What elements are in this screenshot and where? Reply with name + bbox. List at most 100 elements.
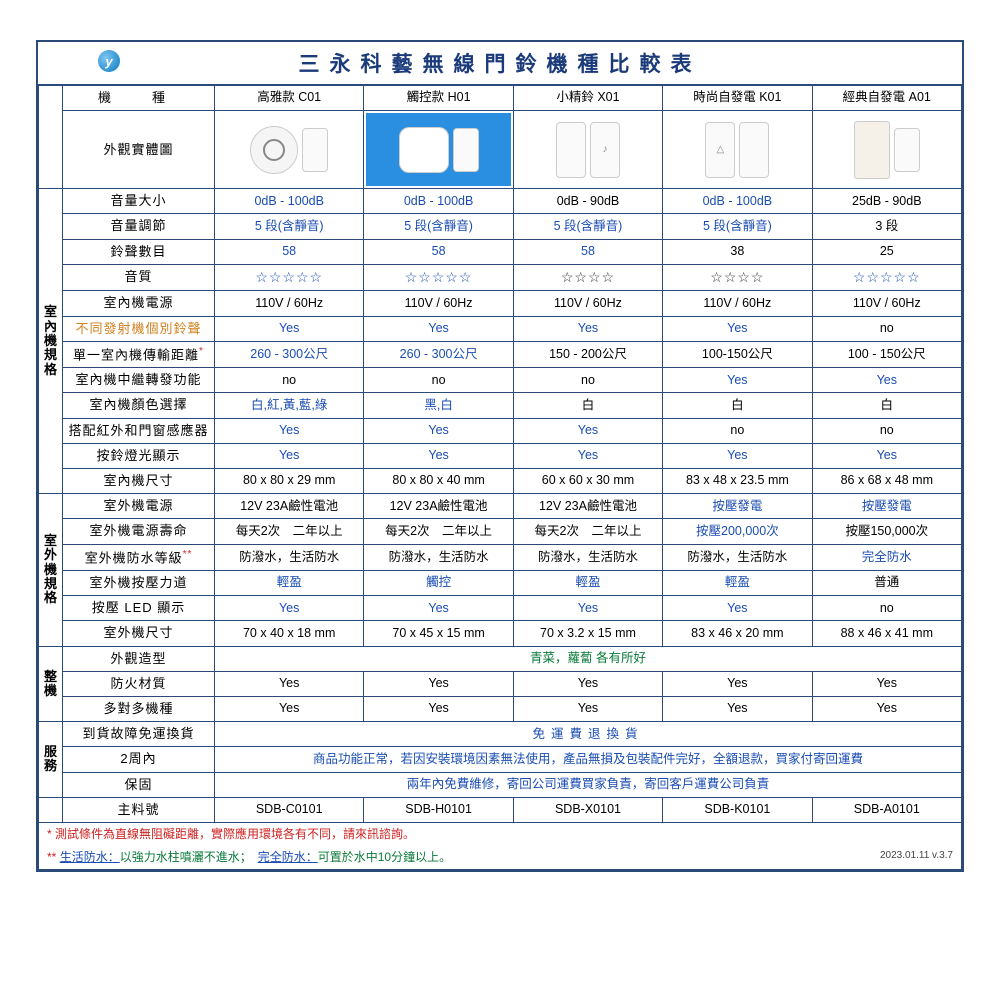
row-label: 搭配紅外和門窗感應器 bbox=[63, 418, 215, 443]
cell: 70 x 40 x 18 mm bbox=[215, 621, 364, 646]
cell: no bbox=[513, 368, 662, 393]
row-label: 主料號 bbox=[63, 797, 215, 822]
cell: 88 x 46 x 41 mm bbox=[812, 621, 961, 646]
brand-logo: y bbox=[98, 50, 120, 72]
sup-star: * bbox=[199, 346, 204, 357]
cell: 100 - 150公尺 bbox=[812, 341, 961, 368]
cell: 110V / 60Hz bbox=[663, 291, 812, 316]
row-label: 鈴聲數目 bbox=[63, 239, 215, 264]
row-label: 防火材質 bbox=[63, 671, 215, 696]
cell: 110V / 60Hz bbox=[812, 291, 961, 316]
cell: SDB-K0101 bbox=[663, 797, 812, 822]
cell: Yes bbox=[364, 596, 513, 621]
row-label: 室外機尺寸 bbox=[63, 621, 215, 646]
product-image-3: △ bbox=[663, 111, 812, 189]
cell: 25dB - 90dB bbox=[812, 189, 961, 214]
row-label: 音量調節 bbox=[63, 214, 215, 239]
cell: Yes bbox=[364, 418, 513, 443]
group-whole: 整機 bbox=[39, 646, 63, 722]
main-title: 三永科藝無線門鈴機種比較表 bbox=[299, 48, 702, 78]
cell: ☆☆☆☆☆ bbox=[364, 264, 513, 291]
label-text: 單一室內機傳輸距離 bbox=[73, 347, 199, 362]
cell: 普通 bbox=[812, 571, 961, 596]
row-label: 室內機顏色選擇 bbox=[63, 393, 215, 418]
product-name-2: 小精鈴 X01 bbox=[513, 86, 662, 111]
cell: Yes bbox=[663, 697, 812, 722]
cell: 白 bbox=[663, 393, 812, 418]
footnote-star: * bbox=[47, 827, 52, 841]
footnote-text: 測試條件為直線無阻礙距離，實際應用環境各有不同，請來訊諮詢。 bbox=[55, 827, 415, 841]
cell: 260 - 300公尺 bbox=[215, 341, 364, 368]
cell: 輕盈 bbox=[663, 571, 812, 596]
cell: Yes bbox=[364, 671, 513, 696]
row-label: 2周內 bbox=[63, 747, 215, 772]
cell: Yes bbox=[364, 316, 513, 341]
product-name-3: 時尚自發電 K01 bbox=[663, 86, 812, 111]
cell: 110V / 60Hz bbox=[364, 291, 513, 316]
cell: no bbox=[663, 418, 812, 443]
cell: 83 x 48 x 23.5 mm bbox=[663, 468, 812, 493]
group-indoor: 室內機規格 bbox=[39, 189, 63, 494]
cell: Yes bbox=[513, 697, 662, 722]
cell: Yes bbox=[215, 697, 364, 722]
cell: 25 bbox=[812, 239, 961, 264]
merged-cell: 青菜，蘿蔔 各有所好 bbox=[215, 646, 962, 671]
cell: Yes bbox=[513, 316, 662, 341]
cell: Yes bbox=[364, 443, 513, 468]
cell: 輕盈 bbox=[513, 571, 662, 596]
cell: SDB-C0101 bbox=[215, 797, 364, 822]
cell: Yes bbox=[215, 443, 364, 468]
cell: 防潑水，生活防水 bbox=[513, 544, 662, 571]
footnote-star: ** bbox=[47, 850, 56, 864]
cell: Yes bbox=[663, 596, 812, 621]
cell: no bbox=[812, 418, 961, 443]
row-label: 室內機中繼轉發功能 bbox=[63, 368, 215, 393]
cell: 觸控 bbox=[364, 571, 513, 596]
cell: 3 段 bbox=[812, 214, 961, 239]
sup-star: ** bbox=[183, 549, 193, 560]
cell: 5 段(含靜音) bbox=[663, 214, 812, 239]
cell: 白 bbox=[812, 393, 961, 418]
header-photo-row: 外觀實體圖 ♪ △ bbox=[39, 111, 962, 189]
cell: 黑,白 bbox=[364, 393, 513, 418]
cell: 70 x 3.2 x 15 mm bbox=[513, 621, 662, 646]
cell: 80 x 80 x 29 mm bbox=[215, 468, 364, 493]
row-label: 外觀造型 bbox=[63, 646, 215, 671]
cell: 86 x 68 x 48 mm bbox=[812, 468, 961, 493]
cell: 輕盈 bbox=[215, 571, 364, 596]
row-label: 室外機電源壽命 bbox=[63, 519, 215, 544]
row-label: 音質 bbox=[63, 264, 215, 291]
product-image-4 bbox=[812, 111, 961, 189]
cell: 完全防水 bbox=[812, 544, 961, 571]
cell: Yes bbox=[215, 418, 364, 443]
cell: 12V 23A鹼性電池 bbox=[513, 494, 662, 519]
version-text: 2023.01.11 v.3.7 bbox=[880, 849, 953, 863]
cell: 按壓發電 bbox=[663, 494, 812, 519]
group-service: 服務 bbox=[39, 722, 63, 798]
cell: 白,紅,黃,藍,綠 bbox=[215, 393, 364, 418]
cell: 110V / 60Hz bbox=[513, 291, 662, 316]
cell: Yes bbox=[663, 671, 812, 696]
cell: 80 x 80 x 40 mm bbox=[364, 468, 513, 493]
cell: Yes bbox=[812, 443, 961, 468]
cell: Yes bbox=[513, 443, 662, 468]
merged-cell: 免運費退換貨 bbox=[215, 722, 962, 747]
cell: 每天2次 二年以上 bbox=[513, 519, 662, 544]
cell: 防潑水，生活防水 bbox=[364, 544, 513, 571]
merged-cell: 兩年內免費維修，寄回公司運費買家負責，寄回客戶運費公司負責 bbox=[215, 772, 962, 797]
cell: Yes bbox=[513, 596, 662, 621]
row-label: 保固 bbox=[63, 772, 215, 797]
cell: 5 段(含靜音) bbox=[364, 214, 513, 239]
cell: SDB-A0101 bbox=[812, 797, 961, 822]
row-label-range: 單一室內機傳輸距離* bbox=[63, 341, 215, 368]
cell: 70 x 45 x 15 mm bbox=[364, 621, 513, 646]
cell: 12V 23A鹼性電池 bbox=[215, 494, 364, 519]
cell: ☆☆☆☆ bbox=[513, 264, 662, 291]
cell: 38 bbox=[663, 239, 812, 264]
cell: Yes bbox=[215, 596, 364, 621]
photo-label: 外觀實體圖 bbox=[63, 111, 215, 189]
row-label: 到貨故障免運換貨 bbox=[63, 722, 215, 747]
cell: Yes bbox=[663, 443, 812, 468]
cell: 0dB - 100dB bbox=[215, 189, 364, 214]
cell: 按壓200,000次 bbox=[663, 519, 812, 544]
